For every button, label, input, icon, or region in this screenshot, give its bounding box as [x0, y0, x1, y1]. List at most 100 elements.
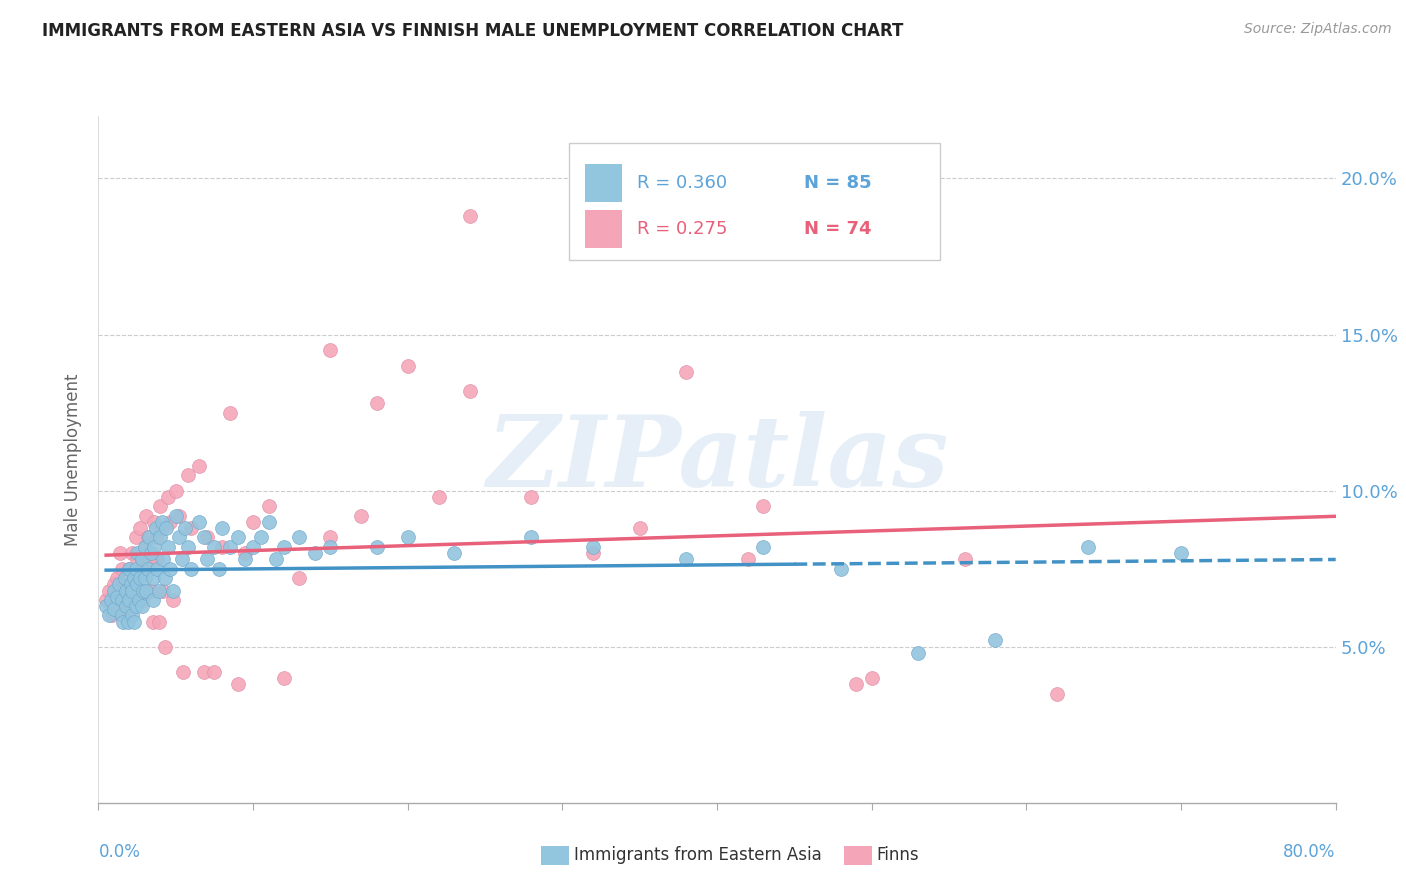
Point [204, 540, 226, 554]
Point [127, 546, 149, 560]
Point [288, 571, 311, 585]
Point [120, 577, 142, 591]
Point [396, 530, 419, 544]
Point [134, 540, 156, 554]
Point [242, 515, 264, 529]
Point [129, 571, 152, 585]
Point [142, 571, 165, 585]
Point [136, 562, 159, 576]
Text: IMMIGRANTS FROM EASTERN ASIA VS FINNISH MALE UNEMPLOYMENT CORRELATION CHART: IMMIGRANTS FROM EASTERN ASIA VS FINNISH … [42, 22, 904, 40]
Point [101, 608, 124, 623]
Point [128, 583, 150, 598]
Point [103, 583, 125, 598]
Point [135, 583, 157, 598]
Point [105, 571, 128, 585]
Point [211, 540, 233, 554]
Point [103, 577, 125, 591]
Point [235, 552, 257, 566]
Point [195, 552, 218, 566]
Point [1170, 546, 1192, 560]
Point [132, 592, 155, 607]
Point [257, 515, 280, 529]
Y-axis label: Male Unemployment: Male Unemployment [65, 373, 83, 546]
Point [366, 540, 388, 554]
Point [162, 592, 184, 607]
Point [157, 490, 180, 504]
Text: Finns: Finns [876, 847, 918, 864]
Point [180, 521, 202, 535]
Point [170, 552, 193, 566]
Point [860, 671, 883, 685]
Text: R = 0.275: R = 0.275 [637, 220, 727, 238]
Point [150, 521, 173, 535]
Point [319, 530, 342, 544]
Point [121, 546, 143, 560]
Point [149, 530, 172, 544]
Point [139, 583, 162, 598]
Point [117, 608, 139, 623]
Point [1046, 687, 1069, 701]
Point [1077, 540, 1099, 554]
Point [103, 602, 125, 616]
Point [96, 592, 118, 607]
Point [174, 521, 197, 535]
Point [124, 562, 146, 576]
Point [250, 530, 273, 544]
Point [136, 530, 159, 544]
Point [235, 546, 257, 560]
Point [111, 592, 134, 607]
Point [319, 540, 342, 554]
Point [114, 577, 136, 591]
Point [193, 665, 215, 679]
Point [111, 562, 134, 576]
Point [150, 515, 173, 529]
Point [162, 583, 184, 598]
Point [188, 458, 211, 473]
Point [108, 546, 131, 560]
Point [127, 577, 149, 591]
Point [118, 562, 141, 576]
Point [752, 540, 775, 554]
Point [628, 521, 651, 535]
Point [165, 508, 187, 523]
Point [520, 490, 543, 504]
Point [122, 571, 145, 585]
Point [427, 490, 450, 504]
Point [242, 540, 264, 554]
Point [115, 583, 138, 598]
Text: ZIPatlas: ZIPatlas [486, 411, 948, 508]
Point [143, 540, 166, 554]
Point [124, 599, 146, 614]
Point [128, 592, 150, 607]
Point [134, 571, 156, 585]
Point [148, 615, 170, 629]
Point [134, 540, 156, 554]
Point [142, 615, 165, 629]
Text: R = 0.360: R = 0.360 [637, 174, 727, 193]
Point [319, 343, 342, 358]
Point [226, 530, 249, 544]
Point [226, 677, 249, 691]
Point [396, 359, 419, 373]
Point [142, 592, 165, 607]
FancyBboxPatch shape [585, 164, 621, 202]
Point [520, 530, 543, 544]
Point [112, 592, 135, 607]
Point [167, 530, 190, 544]
Point [96, 599, 118, 614]
Point [115, 583, 138, 598]
Point [117, 615, 139, 629]
Point [165, 483, 187, 498]
Text: 0.0%: 0.0% [98, 843, 141, 861]
Point [177, 468, 200, 483]
Point [953, 552, 976, 566]
Point [98, 583, 121, 598]
Point [121, 583, 143, 598]
Point [112, 615, 135, 629]
Point [111, 608, 134, 623]
Point [122, 615, 145, 629]
Point [153, 640, 176, 654]
Point [582, 546, 605, 560]
Point [132, 583, 155, 598]
Point [845, 677, 868, 691]
